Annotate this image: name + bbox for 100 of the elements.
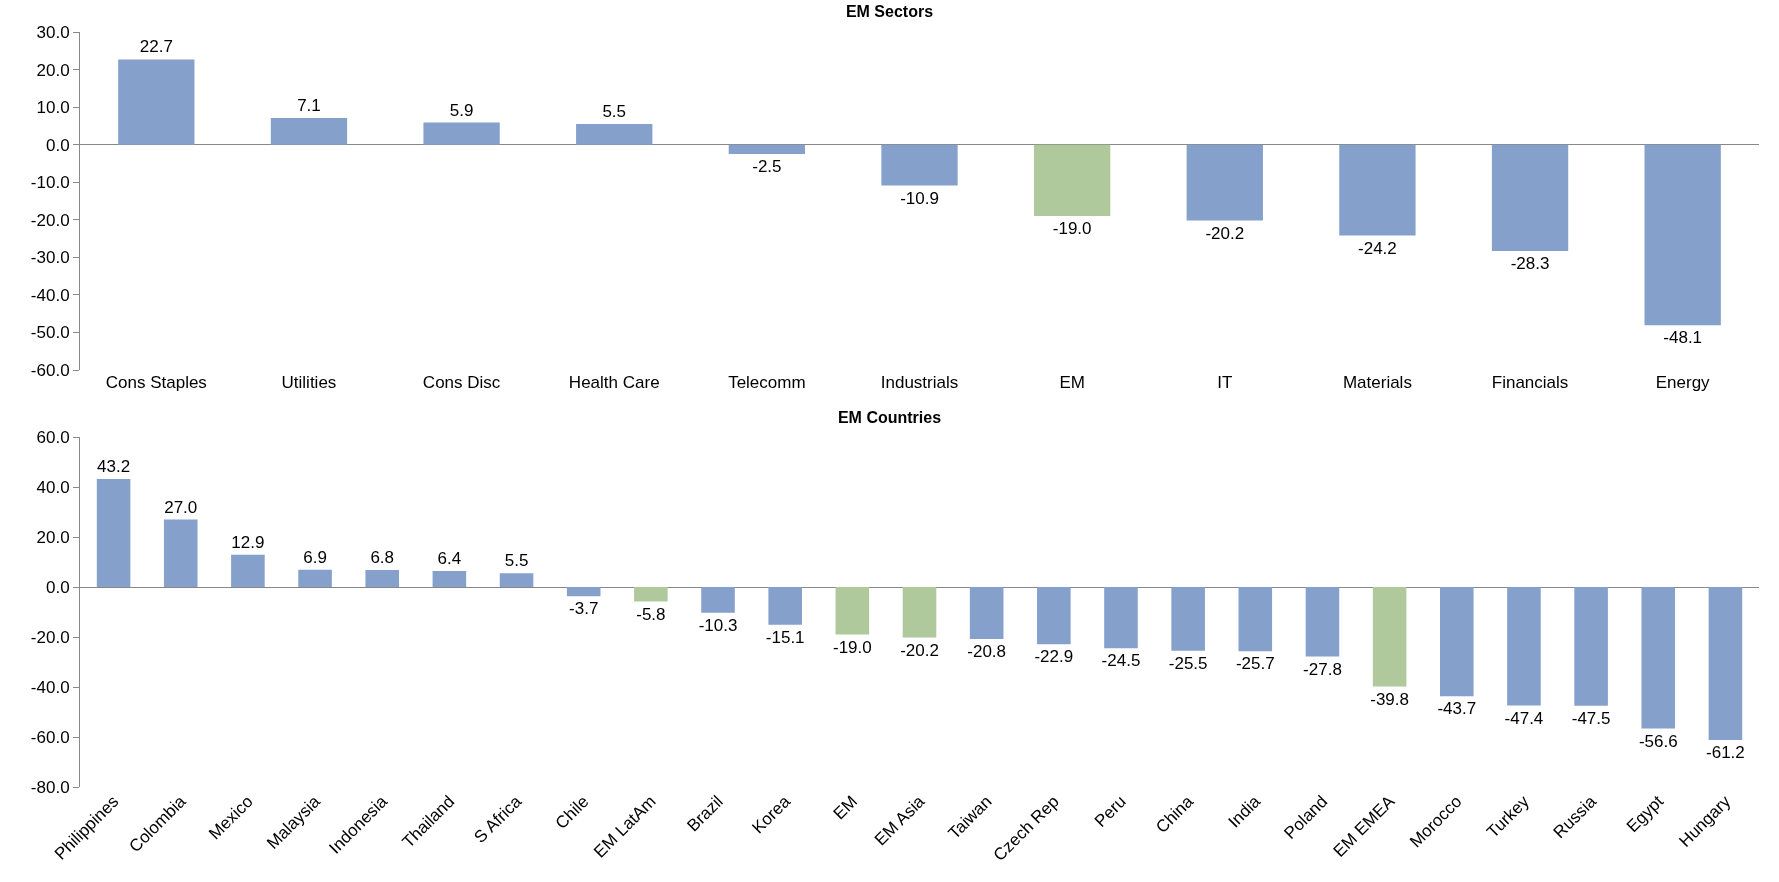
bar [576,124,653,145]
y-tick-label: 0.0 [45,577,70,597]
bar [163,519,198,587]
bar [1104,587,1138,649]
x-tick-label: EM [829,791,862,824]
y-tick-label: 20.0 [36,60,70,80]
bar [768,587,802,625]
data-label: -10.3 [698,615,738,635]
bar [1238,587,1273,652]
x-tick-label: Health Care [568,373,660,392]
bar [1708,587,1743,740]
bar [1171,587,1205,651]
bar [1186,144,1263,221]
bar [1033,144,1111,217]
data-label: -10.9 [900,188,939,208]
x-tick-label: Cons Disc [422,373,501,392]
y-tick-label: -30.0 [30,248,70,268]
data-label: -28.3 [1510,253,1550,273]
x-tick-label: Financials [1491,373,1569,392]
data-label: 12.9 [231,532,265,552]
y-tick-label: -60.0 [30,360,70,380]
bar [969,587,1004,639]
x-tick-label: Energy [1655,373,1711,392]
data-label: -20.2 [1205,223,1245,243]
x-tick-label: Utilities [281,373,337,392]
data-label: -56.6 [1638,731,1678,751]
x-tick-label: Industrials [880,373,959,392]
y-tick-label: -10.0 [30,173,70,193]
chart-title: EM Sectors [845,3,934,21]
data-label: -61.2 [1706,743,1745,762]
data-label: 5.5 [504,551,529,571]
y-tick-label: 20.0 [36,527,70,547]
bar [270,118,348,145]
data-label: 27.0 [164,497,198,517]
y-tick-label: -20.0 [30,210,70,230]
bar [298,569,332,587]
data-label: 22.7 [139,37,173,57]
data-label: 7.1 [297,96,321,115]
bar [1644,144,1721,326]
data-label: -19.0 [1052,219,1092,239]
bar [423,122,500,145]
bar [902,587,937,638]
data-label: 6.4 [437,549,462,568]
y-tick-label: 10.0 [36,98,70,118]
bar [365,570,400,587]
data-label: -19.0 [832,637,872,657]
chart-title: EM Countries [837,409,942,427]
bar [118,59,195,145]
bar [1641,587,1676,729]
data-label: -43.7 [1437,699,1477,719]
data-label: 43.2 [97,457,131,476]
data-label: -20.8 [967,642,1007,661]
data-label: -5.8 [636,604,666,624]
bar [231,554,265,587]
data-label: -3.7 [569,599,599,619]
x-tick-label: IT [1217,373,1233,392]
bar [1372,587,1407,687]
bar [1339,144,1416,236]
bar [432,571,467,587]
data-label: -25.7 [1235,654,1275,674]
bar [499,573,534,587]
bar [1439,587,1474,697]
data-label: 5.9 [449,100,474,120]
bar [1507,587,1541,706]
y-tick-label: -40.0 [30,677,70,697]
y-tick-label: -60.0 [30,727,70,747]
data-label: -24.5 [1101,651,1141,671]
data-label: 5.5 [602,102,627,122]
data-label: -2.5 [752,157,782,177]
data-label: -24.2 [1358,238,1397,258]
data-label: -39.8 [1370,689,1409,709]
bar [1037,587,1071,645]
data-label: -47.4 [1504,708,1544,728]
x-tick-label: Telecomm [728,373,806,392]
y-tick-label: -40.0 [30,285,70,305]
bar [835,587,870,635]
data-label: -22.9 [1034,647,1074,667]
bar [728,144,806,155]
data-label: 6.9 [303,547,327,567]
bar [1305,587,1340,657]
y-tick-label: -50.0 [30,323,70,343]
bar [634,587,668,602]
bar [1574,587,1608,706]
x-tick-label: EM Asia [870,791,929,850]
bar [701,587,735,613]
data-label: -20.2 [900,640,939,660]
bar [96,479,131,587]
x-tick-label: EM [1059,373,1085,392]
data-label: -25.5 [1168,653,1208,673]
bar [1491,144,1569,251]
y-tick-label: 60.0 [36,427,70,447]
y-tick-label: 0.0 [45,135,70,155]
x-tick-label: Cons Staples [105,373,207,392]
bar [881,144,958,186]
data-label: -47.5 [1571,708,1611,728]
data-label: 6.8 [370,548,395,567]
y-tick-label: 40.0 [36,477,70,497]
y-tick-label: -20.0 [30,627,70,647]
data-label: -27.8 [1303,659,1342,679]
data-label: -48.1 [1663,328,1703,348]
